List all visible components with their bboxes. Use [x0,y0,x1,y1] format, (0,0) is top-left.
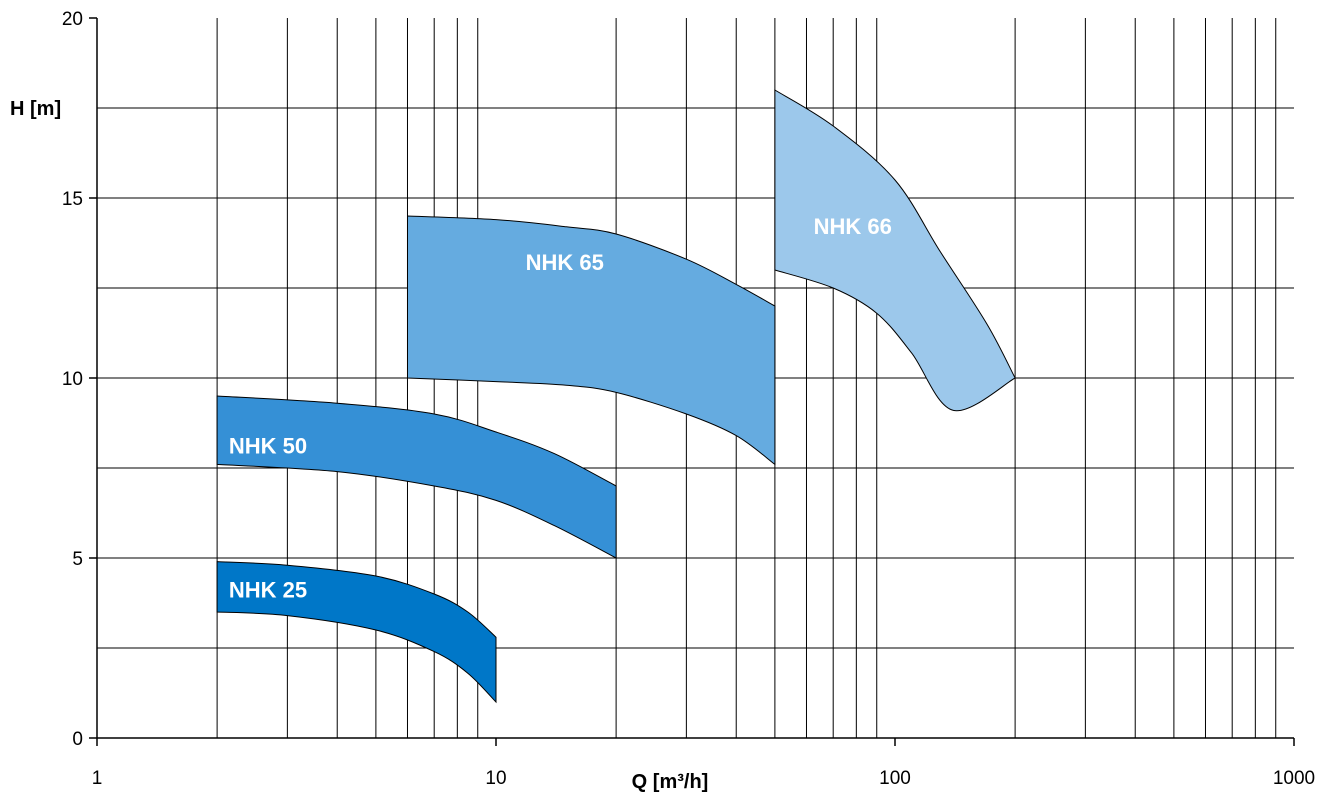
x-axis-label: Q [m³/h] [632,771,709,793]
band-nhk-25 [216,561,497,704]
x-tick-label: 100 [879,768,911,789]
label-nhk-65: NHK 65 [526,250,604,275]
band-nhk-50 [216,395,617,559]
label-nhk-66: NHK 66 [814,214,892,239]
y-tick-label: 15 [62,189,83,210]
x-tick-label: 1000 [1273,768,1315,789]
x-tick-label: 1 [92,768,103,789]
tick-labels: 0 5 10 15 20 1 10 100 1000 [62,9,1315,789]
x-tick-label: 10 [485,768,506,789]
y-tick-label: 20 [62,9,83,30]
y-tick-label: 10 [62,369,83,390]
y-tick-label: 0 [72,729,83,750]
label-nhk-25: NHK 25 [229,578,307,603]
y-tick-label: 5 [72,549,83,570]
band-nhk-65 [407,215,776,466]
y-axis-label: H [m] [10,98,61,120]
series-labels: NHK 25 NHK 50 NHK 65 NHK 66 [229,214,892,603]
label-nhk-50: NHK 50 [229,434,307,459]
plot-frame [89,17,1295,746]
series-bands [216,89,1016,704]
band-nhk-66 [774,89,1016,412]
